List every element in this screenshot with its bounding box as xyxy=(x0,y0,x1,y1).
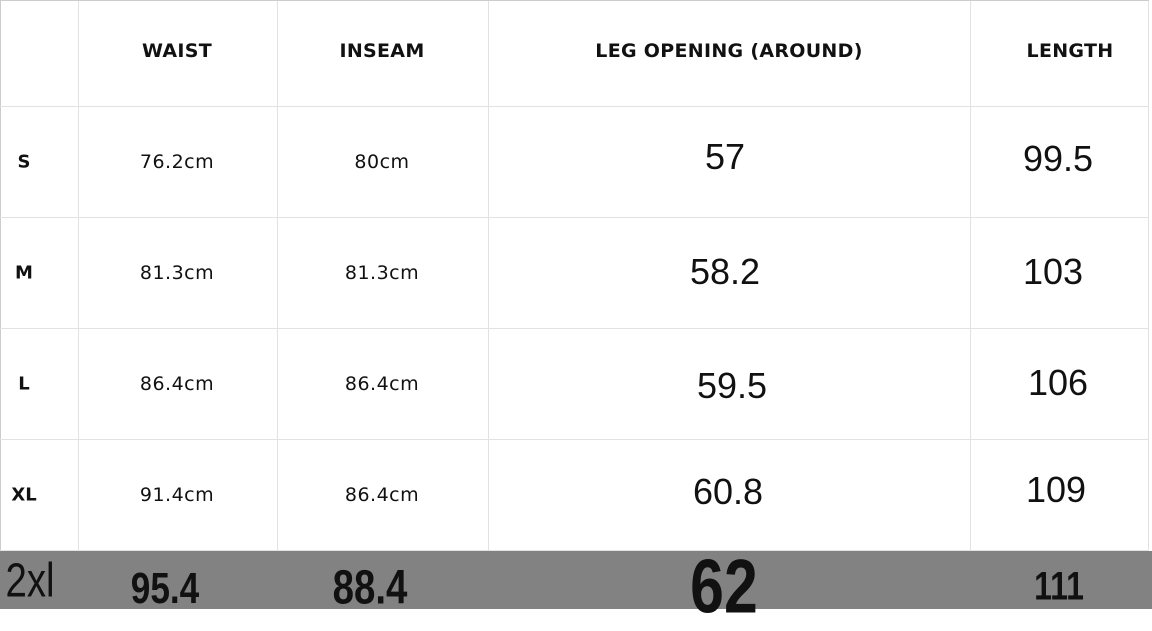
divider xyxy=(0,550,1149,551)
length-cell: 111 xyxy=(1034,564,1084,609)
leg-opening-cell: 59.5 xyxy=(696,365,768,406)
waist-cell: 91.4cm xyxy=(139,484,215,506)
inseam-cell: 88.4 xyxy=(332,561,408,615)
length-cell: 103 xyxy=(1022,251,1084,292)
size-label: 2xl xyxy=(5,554,55,608)
inseam-cell: 81.3cm xyxy=(344,262,420,284)
inseam-cell: 80cm xyxy=(354,151,410,173)
leg-opening-cell: 57 xyxy=(704,136,746,177)
divider xyxy=(0,0,1,550)
extra-size-row: 2xl 95.4 88.4 62 111 xyxy=(0,545,1152,630)
size-label: L xyxy=(18,373,30,395)
divider xyxy=(0,328,1149,329)
length-cell: 106 xyxy=(1027,362,1089,403)
size-label: XL xyxy=(11,484,37,506)
leg-opening-cell: 60.8 xyxy=(692,471,764,512)
size-label: S xyxy=(17,151,31,173)
waist-cell: 95.4 xyxy=(130,564,200,613)
header-length: LENGTH xyxy=(1026,40,1114,62)
waist-cell: 81.3cm xyxy=(139,262,215,284)
leg-opening-cell: 58.2 xyxy=(689,251,761,292)
waist-cell: 76.2cm xyxy=(139,151,215,173)
leg-opening-cell: 62 xyxy=(690,544,758,630)
divider xyxy=(1148,0,1149,550)
inseam-cell: 86.4cm xyxy=(344,484,420,506)
divider xyxy=(0,217,1149,218)
divider xyxy=(0,0,1149,1)
divider xyxy=(0,106,1149,107)
length-cell: 99.5 xyxy=(1022,138,1094,179)
length-cell: 109 xyxy=(1025,469,1087,510)
waist-cell: 86.4cm xyxy=(139,373,215,395)
divider xyxy=(0,439,1149,440)
inseam-cell: 86.4cm xyxy=(344,373,420,395)
divider xyxy=(970,0,971,550)
header-inseam: INSEAM xyxy=(339,40,425,62)
header-leg-opening: LEG OPENING (AROUND) xyxy=(595,40,863,62)
divider xyxy=(78,0,79,550)
divider xyxy=(277,0,278,550)
header-waist: WAIST xyxy=(141,40,213,62)
size-label: M xyxy=(15,262,33,284)
divider xyxy=(488,0,489,550)
